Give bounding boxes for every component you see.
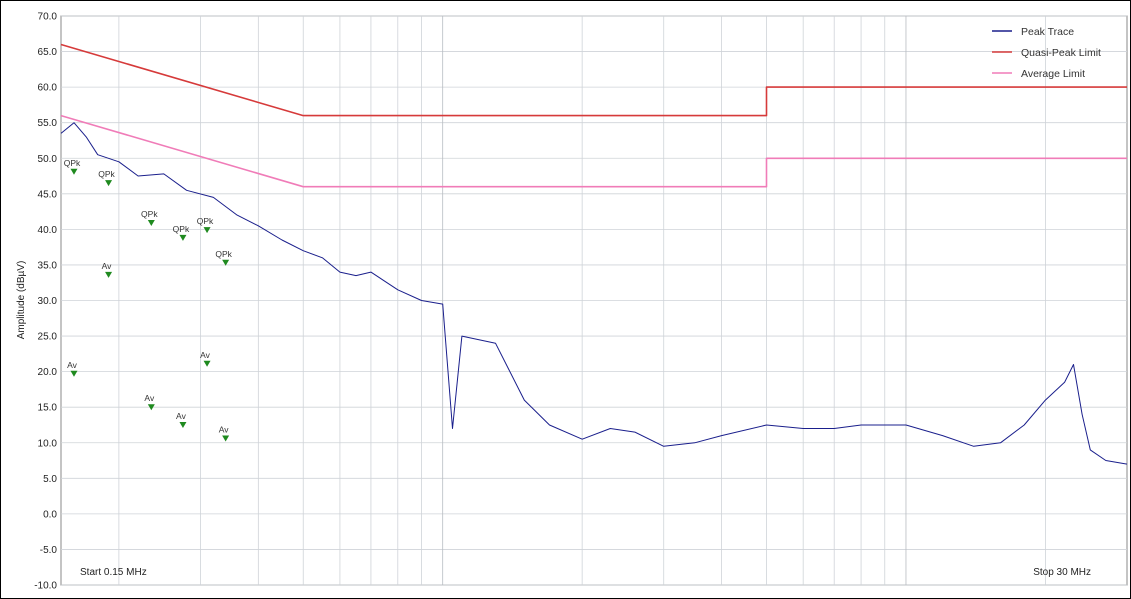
y-tick-label: 60.0 bbox=[38, 83, 58, 94]
marker-triangle bbox=[147, 219, 155, 226]
marker-label: Av bbox=[67, 360, 78, 370]
marker-triangle bbox=[105, 180, 113, 187]
y-tick-label: 70.0 bbox=[38, 12, 58, 23]
markers: QPk QPk QPk QPk QPk QPk Av Av Av Av Av Av bbox=[64, 158, 233, 442]
y-tick-label: 20.0 bbox=[38, 367, 58, 378]
marker-label: Av bbox=[102, 261, 113, 271]
marker-label: QPk bbox=[173, 224, 190, 234]
legend-label-qp: Quasi-Peak Limit bbox=[1021, 47, 1101, 59]
y-tick-label: 45.0 bbox=[38, 189, 58, 200]
y-tick-label: 25.0 bbox=[38, 332, 58, 343]
marker-triangle bbox=[105, 271, 113, 278]
marker-triangle bbox=[147, 404, 155, 411]
marker-label: QPk bbox=[64, 158, 81, 168]
series bbox=[60, 43, 1128, 465]
marker-label: Av bbox=[176, 411, 187, 421]
y-tick-label: 0.0 bbox=[43, 509, 57, 520]
legend: Peak Trace Quasi-Peak Limit Average Limi… bbox=[992, 26, 1101, 80]
marker-triangle bbox=[222, 435, 230, 442]
marker-triangle bbox=[222, 259, 230, 266]
y-tick-label: 15.0 bbox=[38, 403, 58, 414]
marker-label: QPk bbox=[98, 169, 115, 179]
marker-triangle bbox=[203, 227, 211, 234]
marker-triangle bbox=[179, 234, 187, 241]
x-stop-label: Stop 30 MHz bbox=[1033, 567, 1091, 578]
y-tick-label: 55.0 bbox=[38, 118, 58, 129]
legend-label-peak: Peak Trace bbox=[1021, 26, 1074, 38]
y-tick-label: -5.0 bbox=[40, 545, 58, 556]
y-tick-label: 5.0 bbox=[43, 474, 57, 485]
marker-label: Av bbox=[200, 350, 211, 360]
marker-triangle bbox=[179, 421, 187, 428]
peak-trace-line bbox=[60, 122, 1128, 465]
y-tick-label: -10.0 bbox=[34, 581, 57, 592]
marker-label: Av bbox=[144, 393, 155, 403]
y-axis-ticks: 70.0 65.0 60.0 55.0 50.0 45.0 40.0 35.0 30.0 25.0… bbox=[34, 12, 57, 592]
y-tick-label: 35.0 bbox=[38, 260, 58, 271]
y-tick-label: 50.0 bbox=[38, 154, 58, 165]
marker-triangle bbox=[70, 168, 78, 175]
y-axis-label: Amplitude (dBµV) bbox=[16, 261, 27, 340]
y-tick-label: 30.0 bbox=[38, 296, 58, 307]
y-tick-label: 40.0 bbox=[38, 225, 58, 236]
marker-triangle bbox=[70, 370, 78, 377]
marker-triangle bbox=[203, 360, 211, 367]
marker-label: Av bbox=[219, 424, 230, 434]
marker-label: QPk bbox=[215, 249, 232, 259]
y-tick-label: 65.0 bbox=[38, 47, 58, 58]
y-tick-label: 10.0 bbox=[38, 438, 58, 449]
grid bbox=[61, 15, 1127, 586]
x-start-label: Start 0.15 MHz bbox=[80, 567, 147, 578]
legend-label-avg: Average Limit bbox=[1021, 68, 1085, 80]
quasi-peak-limit-line bbox=[60, 43, 1127, 117]
marker-label: QPk bbox=[197, 216, 214, 226]
average-limit-line bbox=[60, 114, 1127, 188]
marker-label: QPk bbox=[141, 209, 158, 219]
